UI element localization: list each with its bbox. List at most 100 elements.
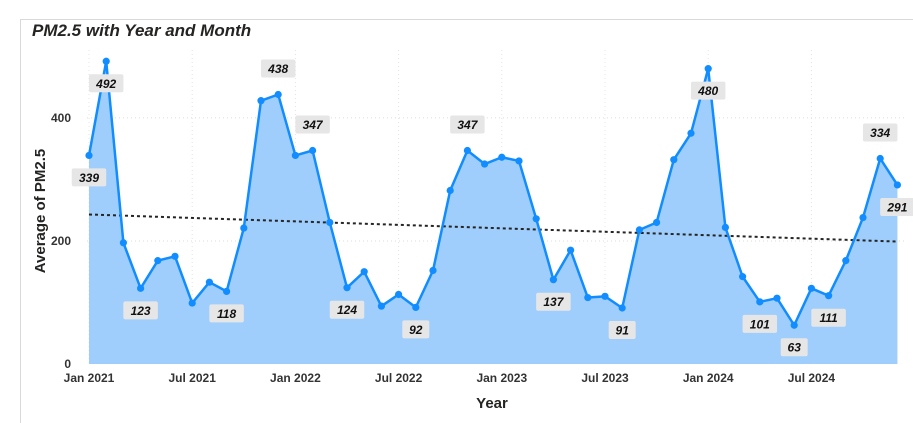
y-tick-label: 400 [51, 111, 71, 125]
data-label-box [536, 292, 571, 311]
data-label-text: 118 [217, 307, 236, 321]
data-point[interactable] [721, 223, 730, 232]
data-label: 438 [260, 59, 296, 78]
data-label-text: 480 [697, 84, 718, 98]
data-label-text: 63 [788, 341, 802, 355]
trendline-layer [88, 213, 898, 243]
data-point[interactable] [240, 224, 248, 232]
data-point[interactable] [825, 292, 833, 300]
data-point[interactable] [257, 97, 265, 105]
data-label: 91 [608, 321, 636, 340]
data-point[interactable] [618, 304, 626, 312]
data-label: 347 [450, 115, 485, 134]
data-label-box [88, 74, 124, 93]
data-point[interactable] [876, 154, 884, 163]
data-point[interactable] [119, 239, 127, 247]
data-label: 137 [536, 292, 571, 311]
data-point[interactable] [532, 215, 540, 223]
data-label: 111 [811, 308, 846, 327]
data-label-text: 347 [303, 118, 324, 132]
data-label: 291 [880, 197, 913, 216]
data-label-text: 124 [337, 303, 357, 317]
data-point[interactable] [446, 186, 454, 195]
data-point[interactable] [893, 181, 902, 189]
data-point[interactable] [395, 290, 403, 299]
data-label: 63 [780, 338, 808, 357]
data-label-text: 492 [95, 77, 116, 91]
data-label: 492 [88, 74, 124, 93]
data-point[interactable] [687, 129, 695, 137]
data-point[interactable] [704, 65, 712, 73]
data-point[interactable] [274, 90, 282, 99]
data-label-box [295, 115, 330, 134]
area-fill [89, 61, 898, 364]
data-label: 347 [295, 115, 330, 134]
data-label-box [260, 59, 296, 78]
trendline [88, 213, 898, 243]
data-label-text: 91 [616, 324, 630, 338]
visual-left-border [20, 19, 21, 423]
data-point[interactable] [790, 321, 798, 329]
data-point[interactable] [85, 151, 93, 160]
data-point[interactable] [842, 257, 850, 265]
data-point[interactable] [635, 226, 644, 234]
data-label: 480 [690, 81, 726, 100]
x-tick-label: Jul 2023 [581, 371, 629, 385]
data-point[interactable] [463, 146, 471, 155]
data-point[interactable] [670, 156, 678, 164]
data-label-text: 291 [886, 200, 907, 214]
data-point[interactable] [154, 257, 162, 265]
data-point[interactable] [601, 292, 609, 300]
data-point[interactable] [807, 284, 816, 292]
data-point[interactable] [188, 299, 196, 307]
data-point[interactable] [584, 293, 592, 302]
data-point[interactable] [773, 294, 781, 302]
y-tick-label: 200 [51, 234, 71, 248]
data-point[interactable] [205, 278, 213, 286]
data-point[interactable] [567, 246, 575, 254]
data-point[interactable] [412, 303, 420, 311]
visual-top-border [20, 19, 913, 20]
data-label-text: 111 [819, 311, 838, 325]
data-label-box [742, 314, 778, 333]
data-point[interactable] [756, 298, 764, 306]
data-point[interactable] [515, 157, 523, 165]
data-point[interactable] [481, 160, 489, 168]
y-axis-title: Average of PM2.5 [32, 149, 49, 274]
data-point[interactable] [137, 284, 145, 292]
data-label-text: 339 [79, 171, 99, 185]
data-label-text: 101 [750, 317, 770, 331]
data-point[interactable] [343, 284, 351, 292]
data-point[interactable] [326, 218, 334, 227]
data-point[interactable] [739, 273, 747, 281]
x-tick-label: Jan 2021 [64, 371, 115, 385]
data-point[interactable] [653, 218, 661, 227]
data-point[interactable] [498, 153, 506, 161]
area-fill-layer [89, 61, 898, 364]
data-label-box [329, 300, 365, 319]
x-tick-label: Jan 2022 [270, 371, 321, 385]
data-label: 334 [862, 123, 898, 142]
data-label: 123 [123, 301, 158, 320]
data-point[interactable] [429, 266, 437, 275]
data-point[interactable] [171, 252, 179, 260]
x-axis-title: Year [476, 395, 508, 412]
data-point[interactable] [309, 146, 317, 155]
data-points-layer[interactable] [85, 57, 902, 329]
x-tick-label: Jul 2024 [788, 371, 836, 385]
data-label-box [811, 308, 846, 327]
data-label-box [450, 115, 485, 134]
data-label-text: 137 [543, 295, 564, 309]
y-tick-label: 0 [64, 357, 71, 371]
data-point[interactable] [291, 151, 299, 160]
data-point[interactable] [549, 276, 558, 284]
data-point[interactable] [223, 287, 231, 295]
x-tick-label: Jan 2023 [476, 371, 527, 385]
data-label-box [402, 320, 430, 339]
data-point[interactable] [102, 57, 110, 65]
data-point[interactable] [360, 268, 368, 276]
data-point[interactable] [859, 213, 867, 222]
data-label: 92 [402, 320, 430, 339]
data-point[interactable] [377, 302, 385, 310]
